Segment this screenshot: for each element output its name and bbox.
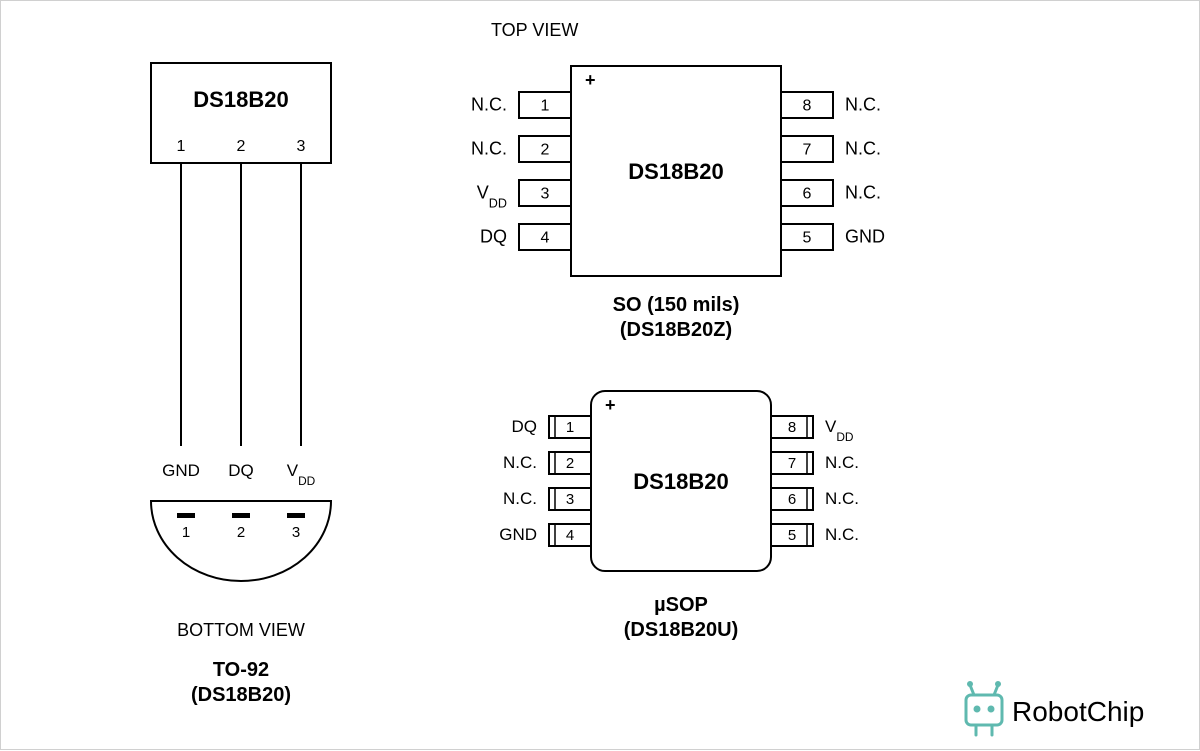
svg-text:GND: GND: [162, 461, 200, 480]
svg-text:1: 1: [541, 98, 550, 115]
top-view-label: TOP VIEW: [491, 20, 578, 40]
svg-text:7: 7: [788, 455, 796, 472]
svg-text:N.C.: N.C.: [503, 453, 537, 472]
svg-text:+: +: [585, 70, 596, 90]
so-package: + DS18B20 1 N.C. 2 N.C. 3 VDD 4 DQ 8 N.C. 7 N.C. 6 N.C.…: [471, 66, 885, 276]
svg-text:N.C.: N.C.: [845, 183, 881, 203]
robotchip-watermark: RobotChip: [966, 681, 1144, 735]
svg-text:VDD: VDD: [287, 461, 316, 488]
svg-text:5: 5: [788, 527, 796, 544]
svg-text:N.C.: N.C.: [825, 525, 859, 544]
svg-text:8: 8: [788, 419, 796, 436]
svg-text:6: 6: [803, 186, 812, 203]
svg-text:2: 2: [566, 455, 574, 472]
svg-text:8: 8: [803, 98, 812, 115]
svg-text:N.C.: N.C.: [825, 453, 859, 472]
svg-text:DS18B20: DS18B20: [633, 469, 728, 494]
svg-text:3: 3: [292, 524, 300, 541]
svg-text:(DS18B20Z): (DS18B20Z): [620, 319, 732, 341]
to92-part-label: DS18B20: [193, 87, 288, 112]
svg-text:4: 4: [566, 527, 574, 544]
svg-text:VDD: VDD: [477, 183, 507, 211]
svg-text:N.C.: N.C.: [825, 489, 859, 508]
svg-text:VDD: VDD: [825, 417, 854, 444]
svg-text:TO-92: TO-92: [213, 659, 269, 681]
svg-text:3: 3: [541, 186, 550, 203]
bottom-view-label: BOTTOM VIEW: [177, 620, 305, 640]
svg-text:2: 2: [237, 138, 246, 155]
svg-text:1: 1: [566, 419, 574, 436]
svg-text:N.C.: N.C.: [845, 95, 881, 115]
svg-text:DS18B20: DS18B20: [628, 159, 723, 184]
svg-text:(DS18B20U): (DS18B20U): [624, 619, 738, 641]
svg-text:µSOP: µSOP: [654, 594, 708, 616]
svg-text:DQ: DQ: [228, 461, 254, 480]
svg-text:2: 2: [237, 524, 245, 541]
svg-text:2: 2: [541, 142, 550, 159]
watermark-text: RobotChip: [1012, 696, 1144, 727]
svg-text:DQ: DQ: [512, 417, 538, 436]
svg-text:N.C.: N.C.: [845, 139, 881, 159]
to92-bottom-view: 1 2 3: [151, 501, 331, 581]
svg-text:N.C.: N.C.: [503, 489, 537, 508]
svg-text:1: 1: [177, 138, 186, 155]
to92-package: DS18B20 1 2 3 GND DQ VDD: [151, 63, 331, 488]
svg-text:1: 1: [182, 524, 190, 541]
svg-text:(DS18B20): (DS18B20): [191, 684, 291, 706]
usop-package: + DS18B20 1 DQ 2 N.C. 3 N.C. 4 GND 8 VDD 7 N.C. 6 N.C. 5…: [499, 391, 859, 571]
svg-text:N.C.: N.C.: [471, 95, 507, 115]
svg-text:3: 3: [566, 491, 574, 508]
svg-text:GND: GND: [499, 525, 537, 544]
svg-text:7: 7: [803, 142, 812, 159]
svg-text:3: 3: [297, 138, 306, 155]
svg-text:GND: GND: [845, 227, 885, 247]
svg-text:SO (150 mils): SO (150 mils): [613, 294, 740, 316]
svg-text:+: +: [605, 395, 616, 415]
svg-text:6: 6: [788, 491, 796, 508]
svg-text:N.C.: N.C.: [471, 139, 507, 159]
svg-text:4: 4: [541, 230, 550, 247]
svg-text:5: 5: [803, 230, 812, 247]
svg-text:DQ: DQ: [480, 227, 507, 247]
